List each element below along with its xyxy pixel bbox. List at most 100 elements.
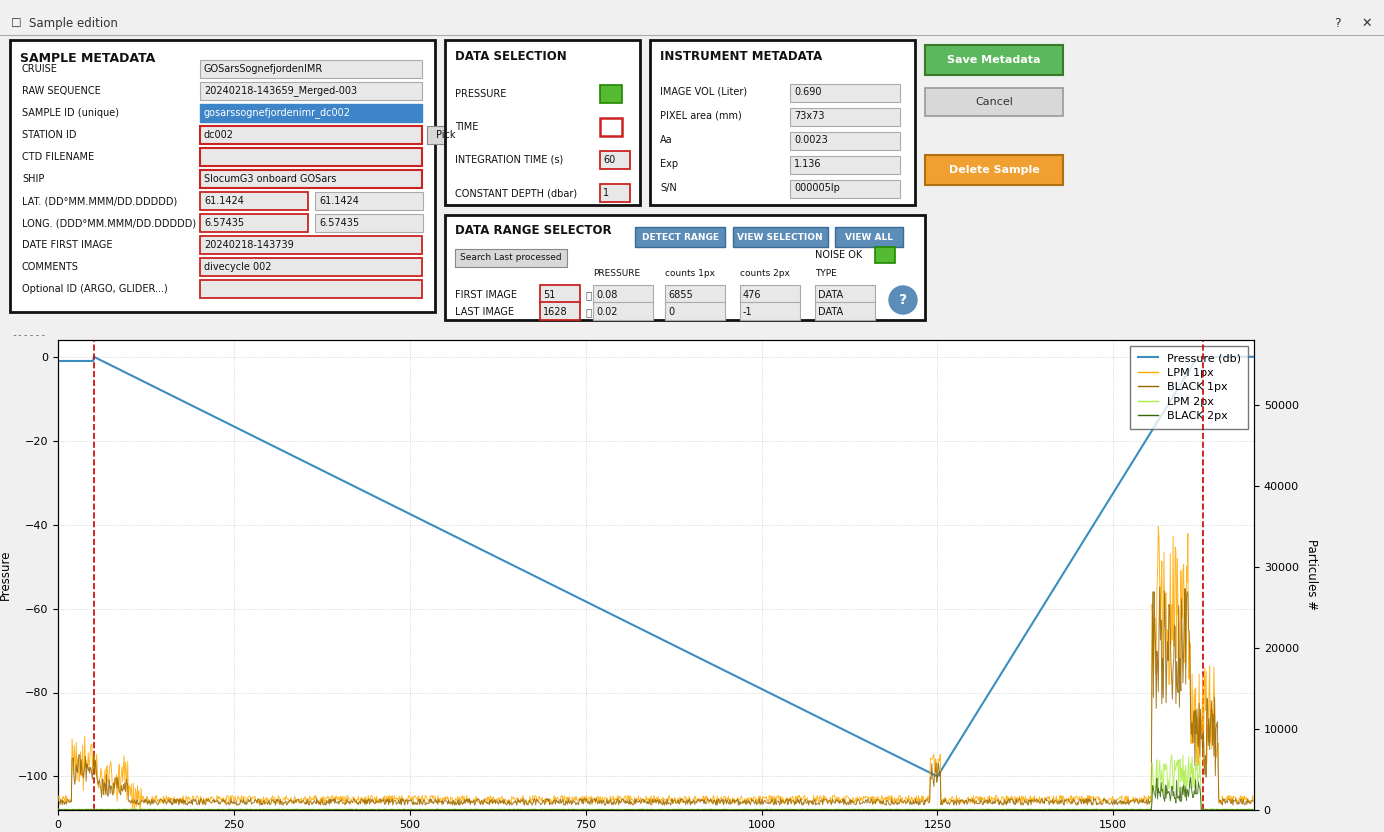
FancyBboxPatch shape — [201, 104, 422, 122]
Text: VIEW SELECTION: VIEW SELECTION — [738, 232, 823, 241]
Text: GOSarsSognefjordenIMR: GOSarsSognefjordenIMR — [203, 64, 324, 74]
Text: Delete Sample: Delete Sample — [948, 165, 1039, 175]
FancyBboxPatch shape — [592, 285, 653, 303]
FancyBboxPatch shape — [201, 192, 309, 210]
Text: 476: 476 — [743, 290, 761, 300]
FancyBboxPatch shape — [925, 88, 1063, 116]
Text: INSTRUMENT METADATA: INSTRUMENT METADATA — [660, 49, 822, 62]
FancyBboxPatch shape — [428, 126, 465, 144]
Text: 0.690: 0.690 — [794, 87, 822, 97]
Text: LONG. (DDD°MM.MMM/DD.DDDDD): LONG. (DDD°MM.MMM/DD.DDDDD) — [22, 218, 197, 228]
FancyBboxPatch shape — [664, 285, 725, 303]
FancyBboxPatch shape — [925, 45, 1063, 75]
Text: SHIP: SHIP — [22, 174, 44, 184]
Text: 20240218-143659_Merged-003: 20240218-143659_Merged-003 — [203, 86, 357, 97]
Text: 0.08: 0.08 — [597, 290, 617, 300]
FancyBboxPatch shape — [815, 302, 875, 320]
Text: 6.57435: 6.57435 — [318, 218, 358, 228]
Text: SAMPLE METADATA: SAMPLE METADATA — [19, 52, 155, 65]
FancyBboxPatch shape — [734, 227, 828, 247]
Text: 0.0023: 0.0023 — [794, 135, 828, 145]
FancyBboxPatch shape — [201, 170, 422, 188]
Text: 000005lp: 000005lp — [794, 183, 840, 193]
FancyBboxPatch shape — [790, 132, 900, 150]
Text: COMMENTS: COMMENTS — [22, 262, 79, 272]
FancyBboxPatch shape — [201, 148, 422, 166]
FancyBboxPatch shape — [201, 214, 309, 232]
FancyBboxPatch shape — [601, 85, 621, 103]
Text: CRUISE: CRUISE — [22, 64, 58, 74]
FancyBboxPatch shape — [815, 285, 875, 303]
Text: dc002: dc002 — [203, 130, 234, 140]
Text: 1628: 1628 — [543, 307, 567, 317]
Text: ☐  Sample edition: ☐ Sample edition — [11, 17, 118, 30]
Text: RAW SEQUENCE: RAW SEQUENCE — [22, 86, 101, 96]
FancyBboxPatch shape — [790, 84, 900, 102]
Text: ?: ? — [900, 293, 907, 307]
FancyBboxPatch shape — [601, 151, 630, 169]
Text: PRESSURE: PRESSURE — [592, 269, 641, 278]
Text: 0: 0 — [668, 307, 674, 317]
FancyBboxPatch shape — [790, 108, 900, 126]
Text: 6.57435: 6.57435 — [203, 218, 244, 228]
Text: TIME: TIME — [455, 122, 479, 132]
FancyBboxPatch shape — [201, 60, 422, 78]
Text: 1: 1 — [603, 188, 609, 198]
Text: ?: ? — [1334, 17, 1341, 30]
Text: 60: 60 — [603, 155, 616, 165]
Text: S/N: S/N — [660, 183, 677, 193]
Text: LAT. (DD°MM.MMM/DD.DDDDD): LAT. (DD°MM.MMM/DD.DDDDD) — [22, 196, 177, 206]
Y-axis label: Particules #: Particules # — [1305, 539, 1319, 611]
FancyBboxPatch shape — [601, 184, 630, 202]
Text: Exp: Exp — [660, 159, 678, 169]
FancyBboxPatch shape — [925, 155, 1063, 185]
FancyBboxPatch shape — [592, 302, 653, 320]
FancyBboxPatch shape — [201, 258, 422, 276]
Text: ------: ------ — [11, 330, 46, 340]
Circle shape — [889, 286, 918, 314]
Text: CONSTANT DEPTH (dbar): CONSTANT DEPTH (dbar) — [455, 188, 577, 198]
Text: VIEW ALL: VIEW ALL — [846, 232, 893, 241]
FancyBboxPatch shape — [10, 40, 435, 312]
Text: 0.02: 0.02 — [597, 307, 617, 317]
Text: PRESSURE: PRESSURE — [455, 89, 507, 99]
Text: gosarssognefjordenimr_dc002: gosarssognefjordenimr_dc002 — [203, 107, 352, 118]
Text: Cancel: Cancel — [976, 97, 1013, 107]
FancyBboxPatch shape — [664, 302, 725, 320]
Text: LAST IMAGE: LAST IMAGE — [455, 307, 513, 317]
FancyBboxPatch shape — [201, 82, 422, 100]
Text: DATA: DATA — [818, 307, 843, 317]
FancyBboxPatch shape — [201, 126, 422, 144]
Text: DATA SELECTION: DATA SELECTION — [455, 49, 567, 62]
Text: 61.1424: 61.1424 — [318, 196, 358, 206]
FancyBboxPatch shape — [740, 285, 800, 303]
Text: DETECT RANGE: DETECT RANGE — [642, 232, 718, 241]
Text: 6855: 6855 — [668, 290, 693, 300]
FancyBboxPatch shape — [540, 302, 580, 320]
FancyBboxPatch shape — [635, 227, 725, 247]
Text: 61.1424: 61.1424 — [203, 196, 244, 206]
Text: Optional ID (ARGO, GLIDER...): Optional ID (ARGO, GLIDER...) — [22, 284, 167, 294]
Text: NOISE OK: NOISE OK — [815, 250, 862, 260]
FancyBboxPatch shape — [446, 215, 925, 320]
Text: 51: 51 — [543, 290, 555, 300]
Text: FIRST IMAGE: FIRST IMAGE — [455, 290, 518, 300]
Text: 20240218-143739: 20240218-143739 — [203, 240, 293, 250]
Text: 73x73: 73x73 — [794, 111, 825, 121]
Y-axis label: Pressure: Pressure — [0, 550, 12, 600]
FancyBboxPatch shape — [316, 192, 424, 210]
FancyBboxPatch shape — [455, 249, 567, 267]
FancyBboxPatch shape — [650, 40, 915, 205]
FancyBboxPatch shape — [835, 227, 902, 247]
Text: SAMPLE ID (unique): SAMPLE ID (unique) — [22, 108, 119, 118]
Text: 🔍: 🔍 — [585, 307, 591, 317]
FancyBboxPatch shape — [790, 180, 900, 198]
FancyBboxPatch shape — [875, 247, 895, 263]
Text: -1: -1 — [743, 307, 753, 317]
FancyBboxPatch shape — [740, 302, 800, 320]
FancyBboxPatch shape — [790, 156, 900, 174]
Legend: Pressure (db), LPM 1px, BLACK 1px, LPM 2px, BLACK 2px: Pressure (db), LPM 1px, BLACK 1px, LPM 2… — [1129, 345, 1248, 428]
Text: Pick: Pick — [436, 130, 455, 140]
FancyBboxPatch shape — [540, 285, 580, 303]
Text: CTD FILENAME: CTD FILENAME — [22, 152, 94, 162]
